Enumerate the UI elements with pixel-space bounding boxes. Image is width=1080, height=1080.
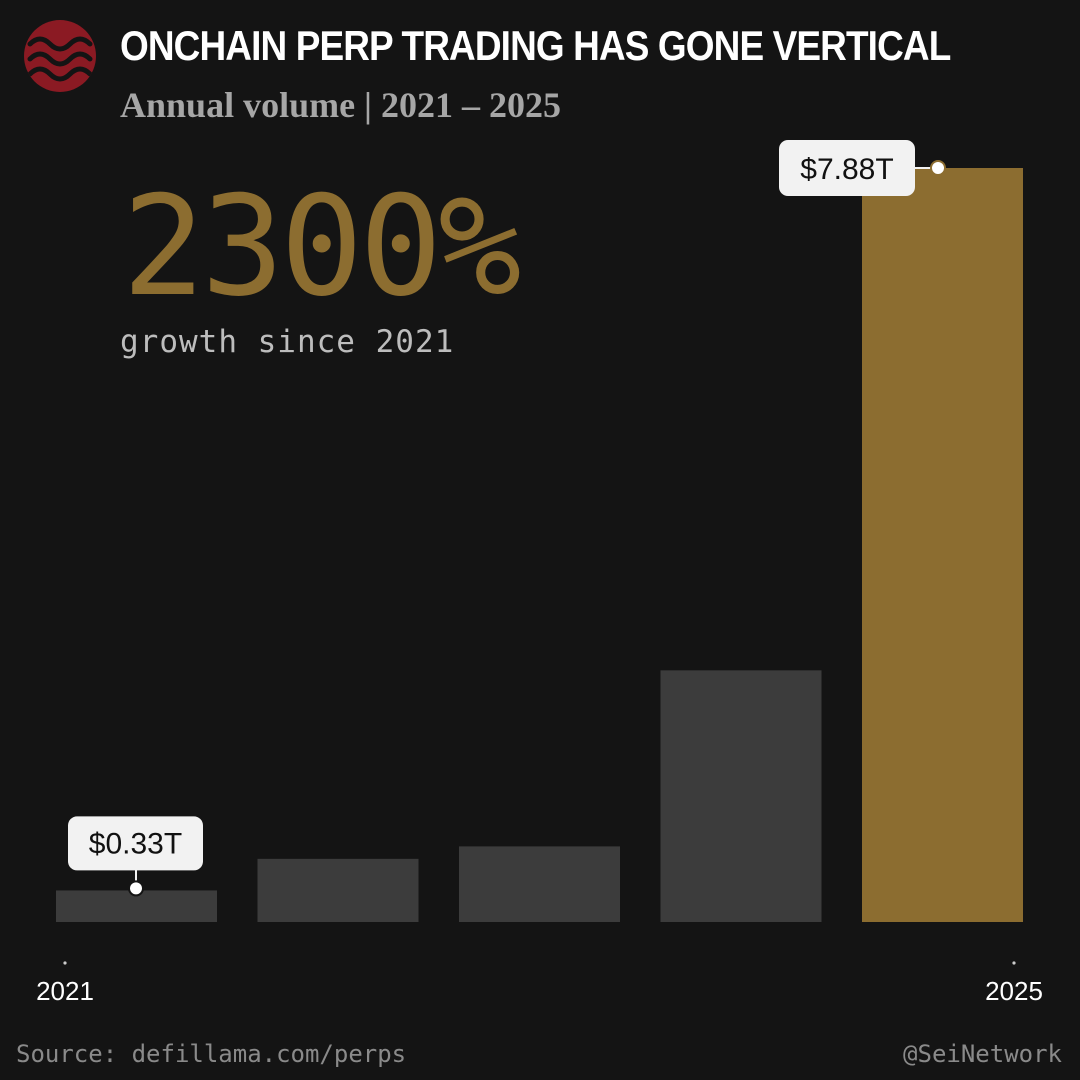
bar-2025 <box>862 168 1023 922</box>
seal-logo <box>24 20 96 92</box>
growth-percentage: 2300% <box>122 166 521 327</box>
social-handle: @SeiNetwork <box>903 1040 1062 1068</box>
tick-mark-2025 <box>1012 961 1016 965</box>
bar-series <box>56 168 1023 922</box>
svg-text:$0.33T: $0.33T <box>89 827 182 860</box>
bar-2024 <box>660 670 822 922</box>
tick-label-2025: 2025 <box>985 976 1043 1006</box>
tick-mark-2021 <box>63 961 67 965</box>
x-axis: 2021 2025 <box>36 961 1043 1006</box>
tick-label-2021: 2021 <box>36 976 94 1006</box>
bar-2022 <box>257 858 419 922</box>
chart-subtitle: Annual volume | 2021 – 2025 <box>120 85 561 125</box>
data-label-2025: $7.88T <box>779 140 946 196</box>
data-label-2021: $0.33T <box>68 816 203 897</box>
data-labels: $0.33T $7.88T <box>68 140 946 897</box>
svg-text:$7.88T: $7.88T <box>800 153 893 186</box>
source-note: Source: defillama.com/perps <box>16 1040 407 1068</box>
bar-2023 <box>459 846 620 922</box>
chart-title: ONCHAIN PERP TRADING HAS GONE VERTICAL <box>120 22 951 69</box>
bar-chart: 2021 2025 $0.33T $7.88T <box>36 140 1043 1006</box>
growth-caption: growth since 2021 <box>120 324 455 360</box>
